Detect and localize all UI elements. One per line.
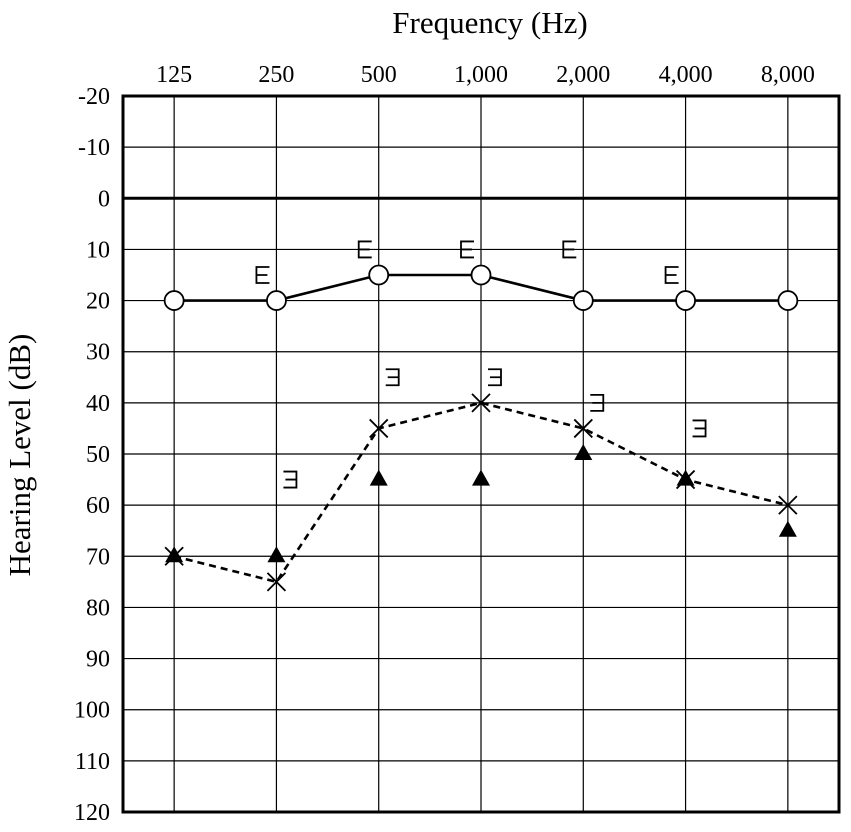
y-tick-label: 100 [74, 698, 110, 724]
x-tick-label: 250 [258, 62, 294, 88]
triangle-marker [676, 469, 695, 486]
y-axis-title: Hearing Level (dB) [2, 334, 37, 577]
x-tick-label: 4,000 [659, 62, 713, 88]
circle-marker [572, 290, 594, 311]
grid [123, 95, 839, 813]
bracket-right-marker [283, 470, 298, 489]
bracket-left-marker [664, 266, 679, 284]
y-tick-label: 40 [86, 391, 110, 417]
triangle-marker [369, 469, 388, 486]
plot-marks [163, 240, 799, 592]
x-tick-label: 1,000 [454, 62, 508, 88]
bracket-left-marker [460, 240, 474, 259]
circle-marker [266, 290, 287, 311]
y-tick-label: -10 [78, 135, 110, 161]
x-tick-label: 8,000 [761, 62, 815, 88]
y-tick-label: -20 [78, 84, 110, 110]
triangle-marker [165, 546, 184, 563]
y-tick-label: 70 [86, 544, 110, 570]
y-tick-label: 30 [86, 340, 110, 366]
bracket-right-marker [692, 419, 707, 438]
y-tick-label: 20 [86, 289, 110, 315]
circle-marker [777, 290, 799, 311]
y-tick-label: 60 [86, 493, 110, 519]
x-tick-label: 2,000 [556, 62, 610, 88]
y-tick-label: 50 [86, 442, 110, 468]
bracket-left-marker [255, 266, 270, 284]
bracket-left-marker [562, 240, 577, 259]
bracket-right-marker [590, 393, 605, 412]
y-tick-label: 80 [86, 595, 110, 621]
circle-marker [163, 290, 185, 311]
x-tick-labels: 125 250 500 1,000 2,000 4,000 8,000 [156, 62, 815, 88]
circle-marker [675, 290, 696, 311]
y-tick-label: 120 [74, 800, 110, 826]
triangle-marker [267, 546, 286, 563]
plot-frame [121, 94, 841, 814]
y-tick-label: 0 [98, 186, 110, 212]
x-tick-label: 125 [156, 62, 192, 88]
x-axis-title: Frequency (Hz) [392, 5, 587, 40]
circle-marker [470, 264, 492, 286]
triangle-marker [574, 444, 593, 460]
x-marker [471, 393, 491, 413]
bracket-right-marker [385, 368, 400, 387]
y-tick-label: 90 [86, 647, 110, 673]
x-tick-label: 500 [361, 62, 397, 88]
x-marker [369, 418, 389, 439]
triangle-marker [472, 469, 490, 486]
x-marker [778, 495, 798, 515]
y-tick-label: 110 [75, 749, 110, 775]
bracket-left-marker [357, 240, 372, 259]
triangle-marker [778, 520, 797, 537]
bracket-right-marker [488, 368, 502, 387]
y-tick-labels: -20 -10 0 10 20 30 40 50 60 70 80 90 100 110 120 [74, 84, 110, 826]
x-marker [573, 418, 593, 439]
y-tick-label: 10 [86, 237, 110, 263]
x-marker [266, 572, 287, 592]
circle-marker [368, 264, 390, 286]
